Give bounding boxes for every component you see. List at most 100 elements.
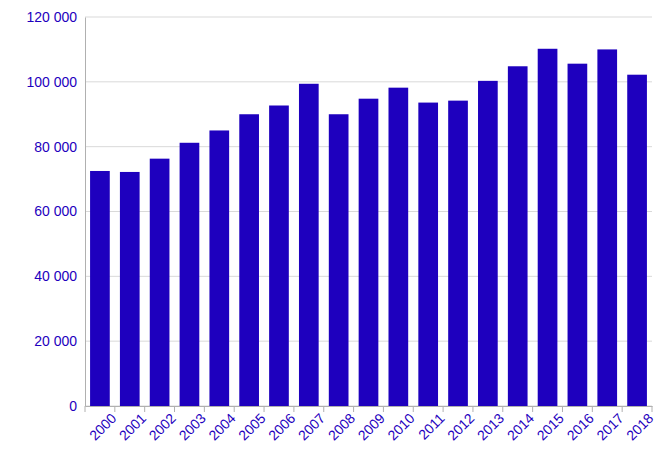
y-tick-label: 0 [69, 398, 77, 414]
y-tick-label: 100 000 [26, 74, 77, 90]
y-tick-label: 80 000 [34, 139, 77, 155]
y-tick: 60 000 [34, 203, 85, 219]
x-tick-label: 2009 [355, 410, 388, 443]
x-tick: 2000 [86, 406, 119, 443]
x-tick-label: 2004 [205, 410, 238, 443]
plot: 0 20 000 40 000 60 000 80 000 100 000 120 000 2… [26, 9, 656, 443]
bar [90, 171, 110, 406]
category-divider [323, 406, 324, 412]
category-divider [562, 406, 563, 412]
x-tick-label: 2018 [623, 410, 656, 443]
category-dividers [85, 406, 652, 412]
chart: 0 20 000 40 000 60 000 80 000 100 000 120 000 2… [0, 0, 667, 467]
x-tick: 2012 [444, 406, 477, 443]
x-axis-line [86, 406, 653, 407]
y-tick-label: 60 000 [34, 203, 77, 219]
x-tick-label: 2007 [295, 410, 328, 443]
category-divider [204, 406, 205, 412]
bar [269, 105, 289, 406]
bar [120, 172, 140, 406]
x-tick-label: 2008 [325, 410, 358, 443]
x-tick-label: 2013 [474, 410, 507, 443]
category-divider [144, 406, 145, 412]
x-tick: 2004 [205, 406, 238, 443]
category-divider [472, 406, 473, 412]
category-divider [234, 406, 235, 412]
bar [478, 81, 498, 406]
x-tick-label: 2001 [116, 410, 149, 443]
x-tick: 2013 [474, 406, 507, 443]
y-tick: 20 000 [34, 333, 85, 349]
bar [597, 49, 617, 406]
y-tick: 0 [69, 398, 85, 414]
bar [329, 114, 349, 406]
x-tick-label: 2016 [563, 410, 596, 443]
y-tick-label: 120 000 [26, 9, 77, 25]
x-tick: 2007 [295, 406, 328, 443]
x-tick-label: 2003 [175, 410, 208, 443]
category-divider [114, 406, 115, 412]
category-divider [353, 406, 354, 412]
x-tick-label: 2015 [534, 410, 567, 443]
y-tick: 40 000 [34, 268, 85, 284]
bar [359, 99, 379, 406]
x-tick-label: 2012 [444, 410, 477, 443]
bar [388, 88, 408, 406]
bar [418, 103, 438, 406]
x-tick: 2002 [146, 406, 179, 443]
category-divider [85, 406, 86, 412]
x-tick: 2016 [563, 406, 596, 443]
bar [299, 84, 319, 406]
x-tick: 2018 [623, 406, 656, 443]
x-tick: 2008 [325, 406, 358, 443]
bars [90, 49, 647, 406]
x-axis: 2000200120022003200420052006200720082009… [86, 406, 657, 443]
x-tick: 2009 [355, 406, 388, 443]
bar [180, 143, 200, 406]
x-tick: 2014 [504, 406, 537, 443]
y-tick: 120 000 [26, 9, 85, 25]
y-axis-line [85, 18, 86, 407]
x-tick-label: 2017 [593, 410, 626, 443]
category-divider [622, 406, 623, 412]
y-tick-label: 40 000 [34, 268, 77, 284]
x-tick-label: 2011 [415, 410, 448, 443]
category-divider [383, 406, 384, 412]
category-divider [592, 406, 593, 412]
bar [627, 75, 647, 406]
bar [150, 159, 170, 406]
grid-line [85, 17, 652, 18]
bar [239, 114, 259, 406]
x-tick: 2011 [415, 406, 448, 443]
x-tick: 2003 [175, 406, 208, 443]
category-divider [532, 406, 533, 412]
y-tick: 80 000 [34, 139, 85, 155]
x-tick: 2010 [384, 406, 417, 443]
bar [568, 64, 588, 406]
bar [448, 101, 468, 406]
bar [538, 49, 558, 406]
y-tick-label: 20 000 [34, 333, 77, 349]
category-divider [502, 406, 503, 412]
grid [85, 17, 652, 406]
category-divider [443, 406, 444, 412]
category-divider [413, 406, 414, 412]
grid-line [85, 81, 652, 82]
x-tick-label: 2005 [235, 410, 268, 443]
x-tick: 2015 [534, 406, 567, 443]
x-tick: 2017 [593, 406, 626, 443]
x-tick-label: 2010 [384, 410, 417, 443]
bar [508, 66, 528, 406]
bar [209, 130, 229, 406]
y-tick: 100 000 [26, 74, 85, 90]
x-tick: 2006 [265, 406, 298, 443]
x-tick-label: 2002 [146, 410, 179, 443]
y-axis: 0 20 000 40 000 60 000 80 000 100 000 120 000 [26, 9, 85, 414]
category-divider [174, 406, 175, 412]
category-divider [293, 406, 294, 412]
x-tick-label: 2000 [86, 410, 119, 443]
x-tick: 2001 [116, 406, 149, 443]
category-divider [264, 406, 265, 412]
x-tick: 2005 [235, 406, 268, 443]
x-tick-label: 2006 [265, 410, 298, 443]
